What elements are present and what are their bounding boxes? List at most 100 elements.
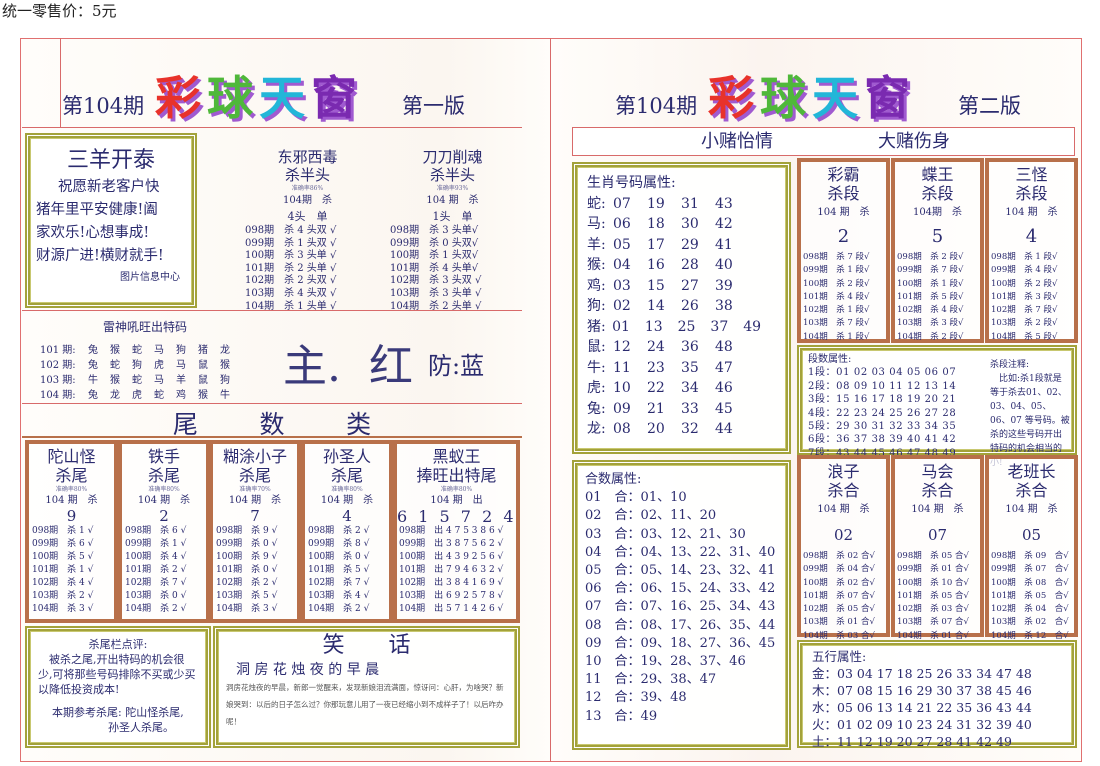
history-row: 104期 出 5 7 1 4 2 6 √ bbox=[399, 604, 504, 614]
history-row: 101期 杀 2 头单 √ bbox=[245, 262, 337, 274]
leishen-section: 雷神吼旺出特码 101 期: 兔猴蛇马狗猪龙 102 期: 兔蛇狗虎马鼠猴 103 期:… bbox=[40, 318, 250, 403]
zodiac-number: 20 bbox=[647, 421, 665, 437]
issue-label: 104 期 杀 bbox=[45, 495, 98, 506]
greeting-line: 财源广进!横财就手! bbox=[36, 248, 164, 264]
history-row: 099期 杀 6 √ bbox=[32, 539, 94, 549]
five-elements-row: 土：11 12 19 20 27 28 41 42 49 bbox=[812, 734, 1012, 749]
zodiac-row: 鼠: 12 24 36 48 bbox=[587, 337, 776, 358]
divider bbox=[60, 38, 61, 128]
sum-row: 01 合：01、10 bbox=[585, 490, 687, 506]
zodiac-number: 37 bbox=[710, 318, 729, 335]
history-row: 103期 杀 3 头单 √ bbox=[390, 287, 482, 299]
column-title: 东邪西毒 bbox=[277, 148, 338, 166]
zodiac-animal: 牛 bbox=[220, 390, 230, 401]
greeting-line: 祝愿新老客户快 bbox=[58, 179, 160, 195]
prediction-value: 05 bbox=[1021, 526, 1042, 544]
zodiac-animal: 马: bbox=[587, 216, 606, 232]
zodiac-number: 19 bbox=[647, 195, 665, 212]
zodiac-animal: 猴 bbox=[198, 390, 208, 401]
history-row: 098期 杀 7 段√ bbox=[803, 252, 870, 262]
history-row: 100期 杀 2 段√ bbox=[803, 278, 870, 289]
zodiac-animal: 狗: bbox=[587, 298, 606, 314]
history-row: 099期 杀 7 段√ bbox=[897, 265, 964, 276]
history-list: 098期 杀 3 头单√ 099期 杀 0 头双√ 100期 杀 1 头双√ 101期… bbox=[380, 225, 525, 313]
zodiac-animal: 龙 bbox=[220, 345, 230, 356]
prediction-value: 5 bbox=[931, 226, 944, 247]
issue-label: 104 期 杀 bbox=[426, 195, 479, 206]
zodiac-animal: 猪 bbox=[198, 345, 208, 356]
zodiac-animal: 蛇 bbox=[132, 345, 142, 356]
column-subtitle: 杀合 bbox=[1015, 481, 1048, 500]
history-row: 103期 杀 4 √ bbox=[308, 591, 370, 601]
zodiac-number: 08 bbox=[613, 421, 631, 437]
zodiac-animal: 马 bbox=[154, 345, 164, 356]
divider bbox=[22, 127, 522, 128]
issue-label: 104 期 杀 bbox=[817, 504, 870, 515]
zodiac-animal: 羊: bbox=[587, 236, 606, 253]
issue-label: 102 期: bbox=[40, 360, 76, 371]
accuracy-rate: 准确率93% bbox=[436, 185, 469, 192]
zodiac-number: 15 bbox=[647, 277, 665, 294]
zodiac-animal: 猴 bbox=[110, 345, 120, 356]
prediction-value: 4 bbox=[342, 507, 352, 525]
zodiac-number: 38 bbox=[715, 298, 733, 314]
sum-number-box: 合数属性: 01 合：01、10 02 合：02、11、20 03 合：03、12、… bbox=[572, 460, 791, 750]
history-row: 103期 杀 01 合√ bbox=[803, 617, 875, 628]
history-row: 104期 杀 12 合√ bbox=[991, 630, 1069, 641]
zodiac-number: 33 bbox=[681, 400, 699, 417]
kill-sum-column: 老班长 杀合 104 期 杀 05 098期 杀 09 合√ 099期 杀 07 合√ 10… bbox=[985, 455, 1078, 641]
zodiac-number: 01 bbox=[612, 318, 630, 335]
zodiac-number-box: 生肖号码属性: 蛇: 07 19 31 43 马: 06 18 30 42 羊: 05 17 29 41 猴:… bbox=[572, 162, 791, 454]
sum-title: 合数属性: bbox=[585, 472, 642, 487]
zodiac-number: 21 bbox=[647, 400, 665, 417]
history-row: 102期 出 3 8 4 1 6 9 √ bbox=[399, 578, 504, 588]
issue-label: 103 期: bbox=[40, 375, 76, 386]
zodiac-number: 42 bbox=[715, 216, 733, 232]
history-row: 104期 杀 2 段√ bbox=[897, 331, 964, 342]
greeting-title: 三羊开泰 bbox=[66, 148, 155, 173]
prediction-value: 4 bbox=[1025, 226, 1038, 247]
zodiac-animal: 兔: bbox=[587, 400, 606, 417]
history-row: 102期 杀 05 合√ bbox=[803, 604, 875, 615]
tail-comment-box: 杀尾栏点评: 被杀之尾,开出特码的机会很少,可将那些号码排除不买或少买以降低投资… bbox=[25, 626, 211, 748]
prediction-value: 6 1 5 7 2 4 bbox=[397, 507, 517, 526]
five-elements-title: 五行属性: bbox=[812, 649, 867, 664]
history-row: 102期 杀 3 头双 √ bbox=[390, 275, 482, 287]
issue-label: 104 期 杀 bbox=[911, 504, 964, 515]
prediction-value: 2 bbox=[837, 226, 850, 247]
zodiac-animal: 兔 bbox=[88, 360, 98, 371]
history-list: 098期 杀 6 √ 099期 杀 1 √ 100期 杀 4 √ 101期 杀 2 √… bbox=[122, 525, 206, 616]
history-row: 102期 杀 04 合√ bbox=[991, 604, 1069, 615]
zodiac-animal: 马 bbox=[176, 360, 186, 371]
zodiac-animal: 猴 bbox=[220, 360, 230, 371]
zodiac-number: 22 bbox=[647, 380, 665, 396]
history-row: 098期 杀 4 头双 √ bbox=[245, 225, 337, 236]
history-row: 102期 杀 2 √ bbox=[216, 578, 278, 588]
edition-label: 第二版 bbox=[958, 94, 1021, 118]
history-row: 103期 杀 0 √ bbox=[125, 591, 187, 601]
zodiac-number: 25 bbox=[677, 318, 696, 335]
issue-label: 101 期: bbox=[40, 345, 76, 356]
zodiac-animal: 蛇 bbox=[154, 390, 164, 401]
kill-tail-column: 糊涂小子 杀尾 准确率70% 104 期 杀 7 098期 杀 9 √ 099期 杀 0 √… bbox=[209, 440, 301, 623]
segment-row: 2段：08 09 10 11 12 13 14 bbox=[808, 380, 957, 392]
history-row: 102期 杀 4 段√ bbox=[897, 305, 964, 316]
edition-label: 第一版 bbox=[402, 94, 465, 118]
history-row: 100期 杀 02 合√ bbox=[803, 577, 875, 588]
column-subtitle: 杀尾 bbox=[330, 466, 363, 485]
history-row: 098期 杀 3 头单√ bbox=[390, 225, 479, 236]
segment-row: 1段：01 02 03 04 05 06 07 bbox=[808, 367, 957, 379]
slogan-text: 大赌伤身 bbox=[878, 131, 950, 152]
segment-row: 4段：22 23 24 25 26 27 28 bbox=[808, 407, 957, 419]
zodiac-number: 34 bbox=[681, 380, 699, 396]
history-row: 103期 杀 7 段√ bbox=[803, 318, 870, 329]
column-title: 彩霸 bbox=[827, 165, 860, 184]
zodiac-animal: 猪: bbox=[587, 318, 606, 335]
guard-color-pick: 防:蓝 bbox=[428, 352, 485, 380]
sum-row: 05 合：05、14、23、32、41 bbox=[585, 563, 776, 579]
history-row: 104期 杀 1 段√ bbox=[803, 331, 870, 342]
zodiac-number: 16 bbox=[647, 257, 665, 273]
column-subtitle: 杀尾 bbox=[55, 466, 88, 485]
column-subtitle: 杀尾 bbox=[238, 466, 271, 485]
